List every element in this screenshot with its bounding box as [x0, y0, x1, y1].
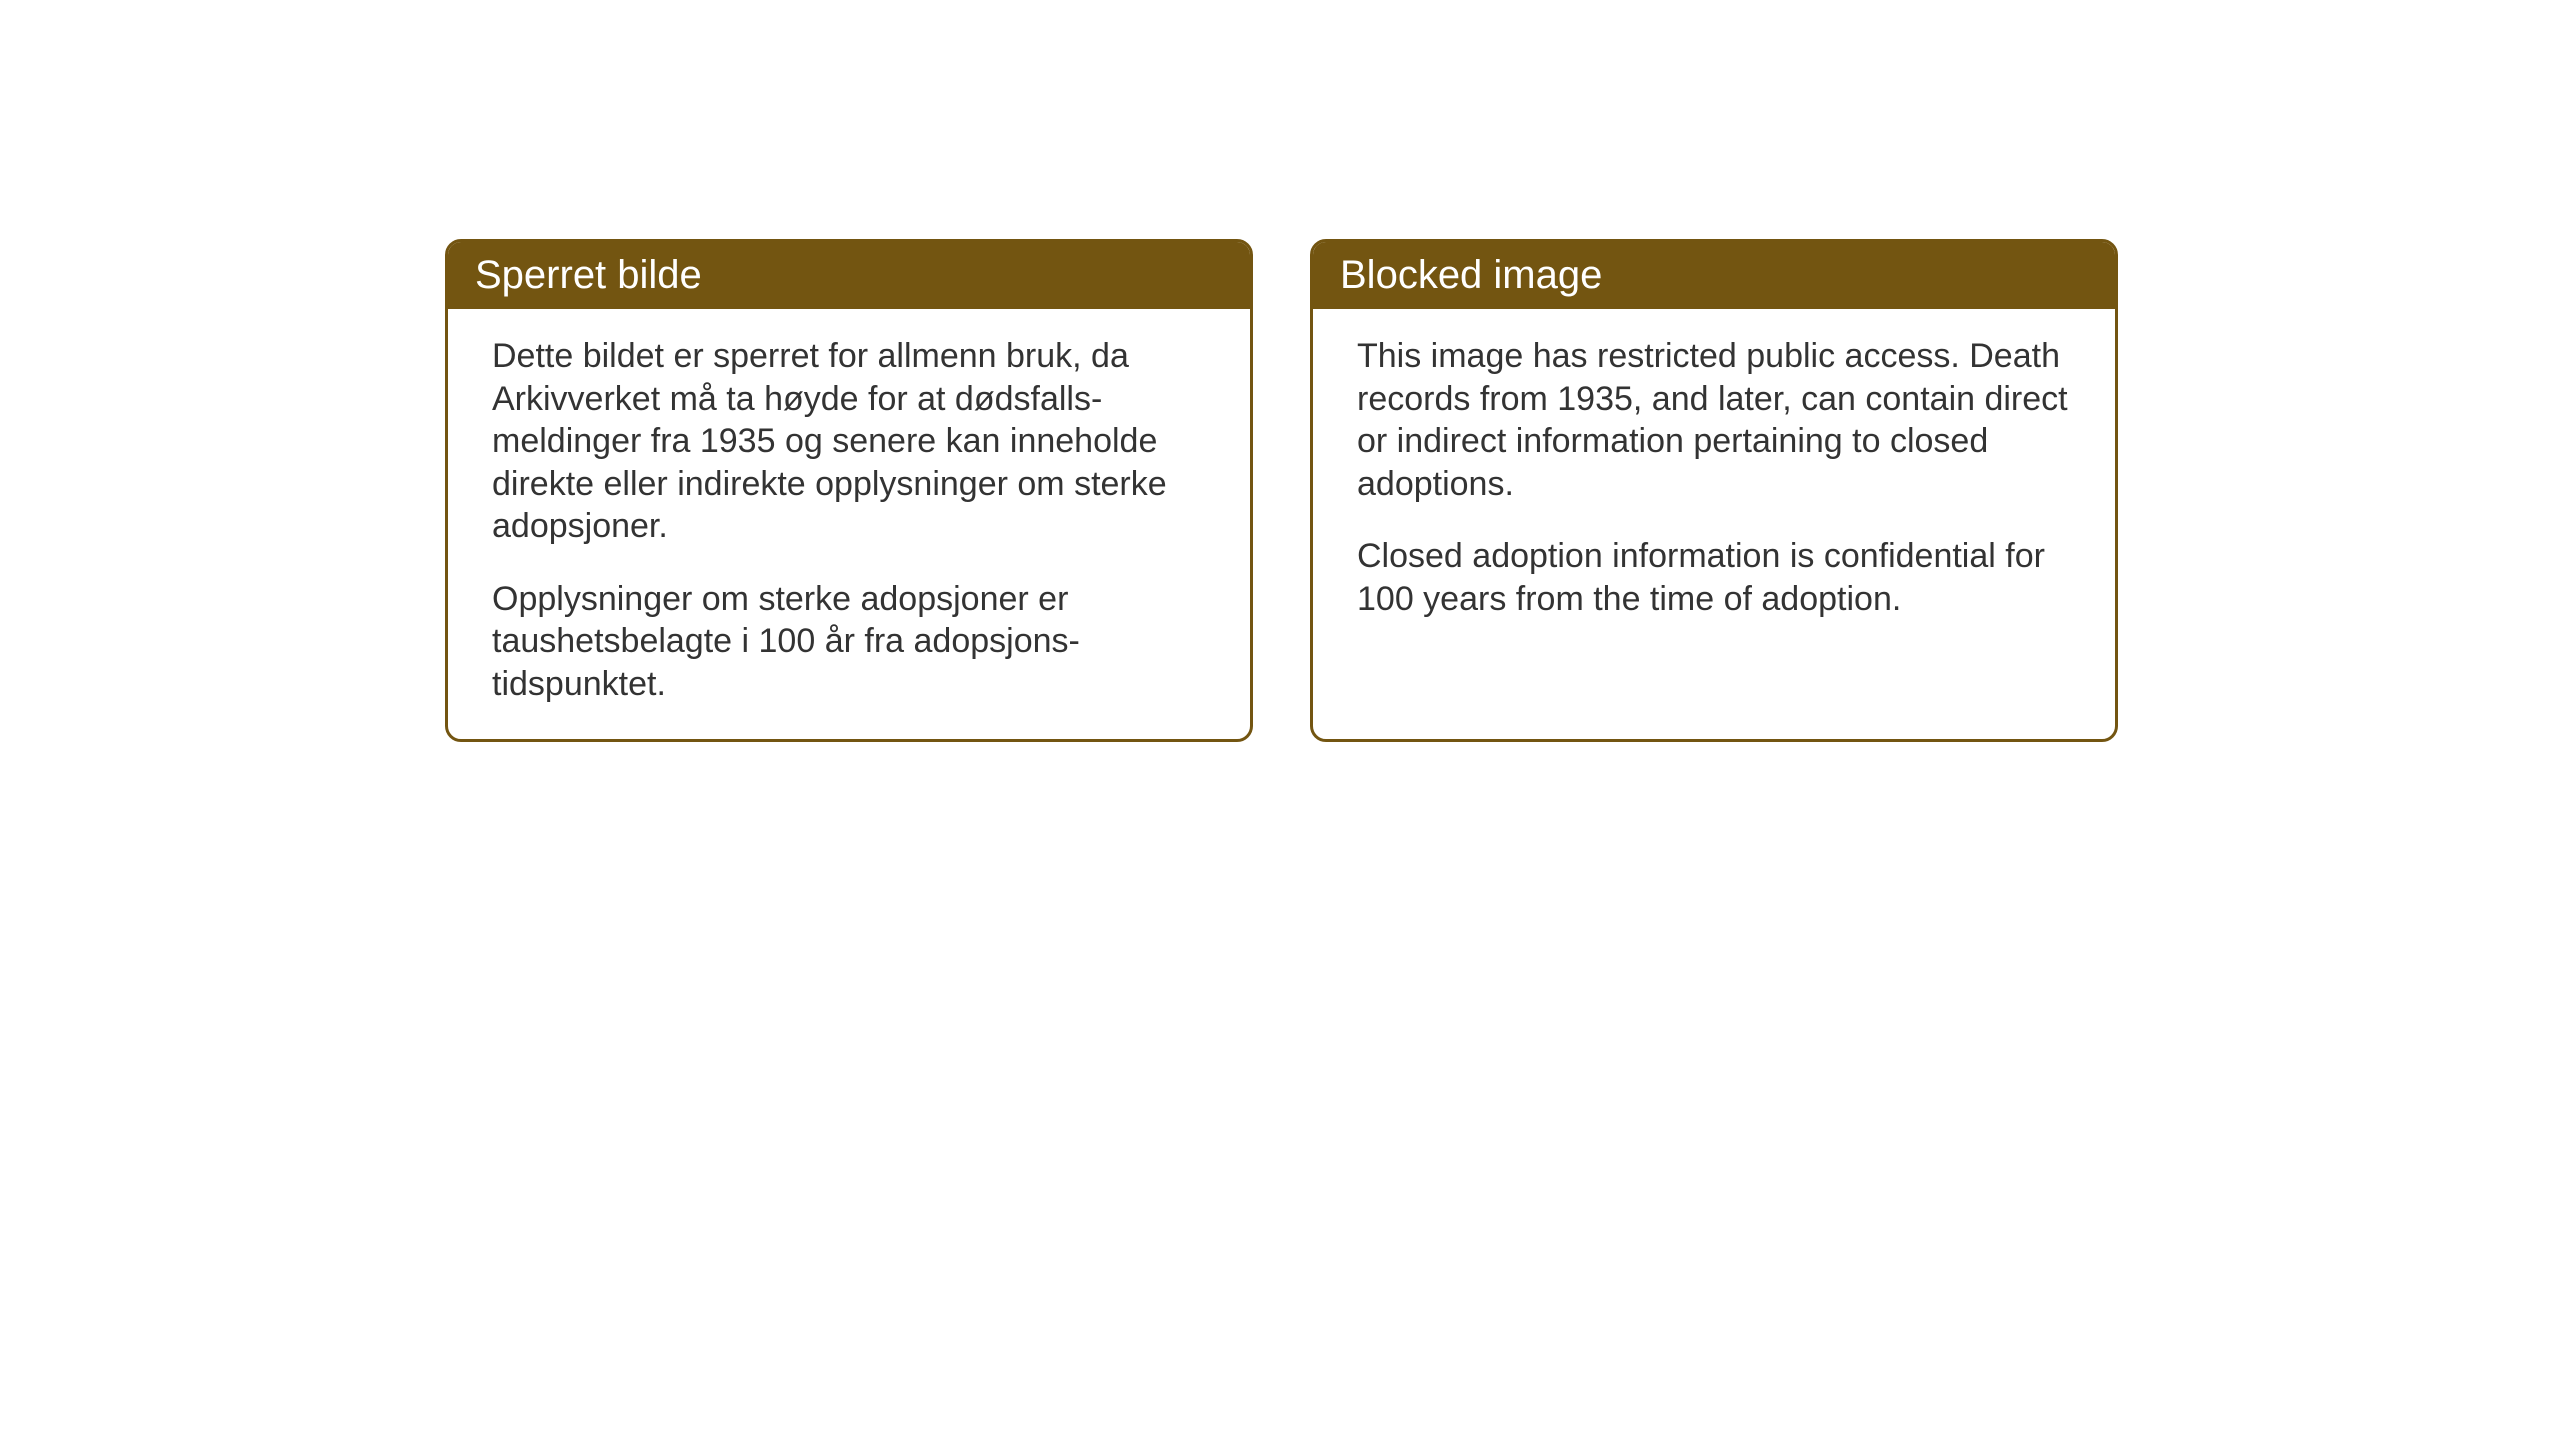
english-card-title: Blocked image — [1340, 253, 1602, 297]
english-card-body: This image has restricted public access.… — [1313, 309, 2115, 654]
english-card-header: Blocked image — [1313, 242, 2115, 309]
norwegian-card-header: Sperret bilde — [448, 242, 1250, 309]
english-paragraph-1: This image has restricted public access.… — [1357, 335, 2071, 505]
cards-container: Sperret bilde Dette bildet er sperret fo… — [445, 239, 2118, 742]
english-notice-card: Blocked image This image has restricted … — [1310, 239, 2118, 742]
norwegian-card-body: Dette bildet er sperret for allmenn bruk… — [448, 309, 1250, 739]
norwegian-paragraph-2: Opplysninger om sterke adopsjoner er tau… — [492, 578, 1206, 706]
norwegian-paragraph-1: Dette bildet er sperret for allmenn bruk… — [492, 335, 1206, 548]
english-paragraph-2: Closed adoption information is confident… — [1357, 535, 2071, 620]
norwegian-notice-card: Sperret bilde Dette bildet er sperret fo… — [445, 239, 1253, 742]
norwegian-card-title: Sperret bilde — [475, 253, 702, 297]
